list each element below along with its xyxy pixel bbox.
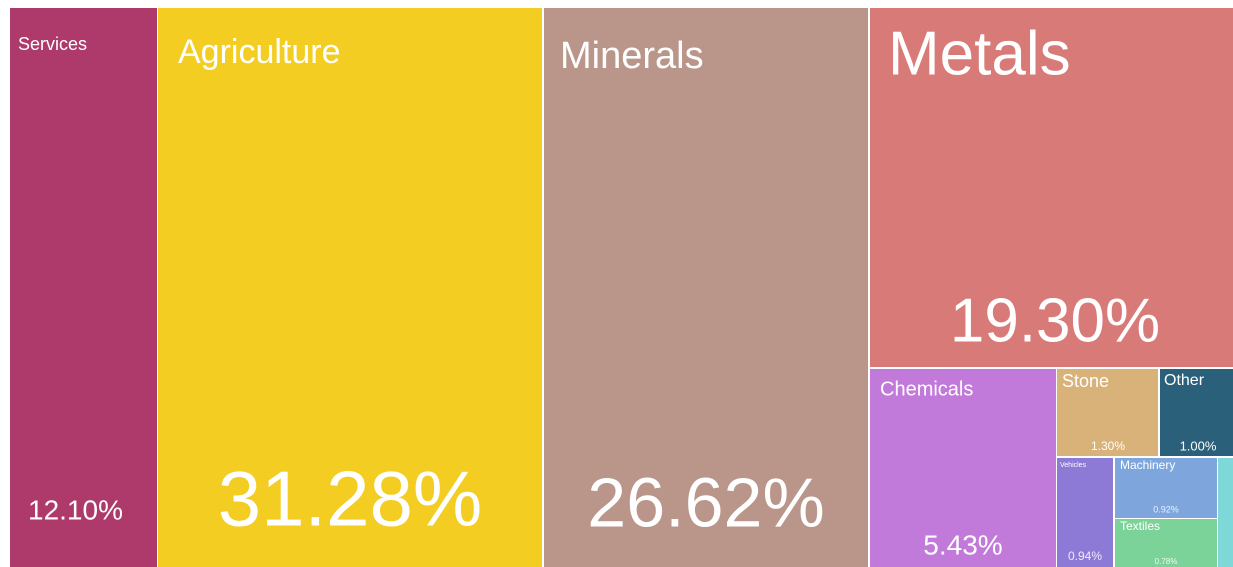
tile-value: 12.10% xyxy=(28,494,123,525)
tile xyxy=(544,8,868,567)
tile xyxy=(1115,458,1217,518)
tile-value: 19.30% xyxy=(950,286,1160,355)
tile-name: Services xyxy=(18,34,87,54)
tile-value: 1.30% xyxy=(1091,439,1125,453)
tile xyxy=(158,8,542,567)
tile-name: Chemicals xyxy=(880,378,973,400)
tile xyxy=(1057,369,1158,456)
tile-name: Metals xyxy=(888,19,1071,88)
tile-value: 26.62% xyxy=(587,463,824,541)
tile xyxy=(870,369,1056,567)
tile-value: 31.28% xyxy=(218,455,483,543)
tile-name: Stone xyxy=(1062,371,1109,391)
tile-value: 0.94% xyxy=(1068,549,1102,563)
tile xyxy=(10,8,157,567)
tile xyxy=(1160,369,1233,456)
tile-name: Minerals xyxy=(560,35,704,77)
tile xyxy=(870,8,1233,367)
tile-name: Other xyxy=(1164,372,1205,389)
tile-value: 0.78% xyxy=(1155,557,1178,566)
tile xyxy=(1218,458,1233,567)
tile-name: Agriculture xyxy=(178,33,341,71)
tile xyxy=(1057,458,1113,567)
tile xyxy=(1115,519,1217,567)
tile-name: Machinery xyxy=(1120,458,1175,472)
tile-value: 5.43% xyxy=(923,529,1002,560)
tile-name: Vehicles xyxy=(1060,462,1087,469)
tile-value: 1.00% xyxy=(1180,438,1217,453)
tile-name: Textiles xyxy=(1120,519,1160,533)
tile-value: 0.92% xyxy=(1153,504,1179,514)
